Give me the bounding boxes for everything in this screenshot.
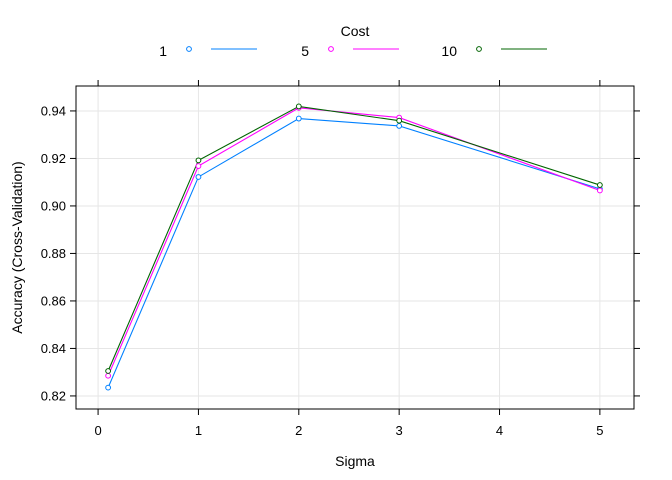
data-point-cost-10 xyxy=(295,103,302,110)
y-tick-label: 0.92 xyxy=(41,151,66,166)
data-point-cost-5 xyxy=(596,187,603,194)
y-tick-label: 0.84 xyxy=(41,341,66,356)
legend-title: Cost xyxy=(341,23,370,39)
data-point-cost-1 xyxy=(295,115,302,122)
grid xyxy=(76,86,634,409)
x-tick-label: 5 xyxy=(596,423,603,438)
data-point-cost-10 xyxy=(105,368,112,374)
data-point-cost-10 xyxy=(195,157,202,164)
legend-label-cost-5: 5 xyxy=(301,43,309,59)
data-point-cost-1 xyxy=(105,384,112,391)
data-point-cost-5 xyxy=(105,372,112,379)
legend-point-cost-5 xyxy=(328,46,334,52)
legend-point-cost-10 xyxy=(476,46,482,52)
data-point-cost-1 xyxy=(195,174,202,180)
series-line-cost-10 xyxy=(107,105,601,372)
data-point-cost-5 xyxy=(195,163,202,169)
legend: Cost 1 5 10 xyxy=(159,23,547,59)
x-tick-label: 2 xyxy=(295,423,302,438)
axis-ticks xyxy=(70,80,640,415)
x-tick-label: 3 xyxy=(396,423,403,438)
y-axis-label: Accuracy (Cross-Validation) xyxy=(9,161,25,333)
y-tick-label: 0.94 xyxy=(41,103,66,118)
series-points xyxy=(105,103,603,391)
data-point-cost-1 xyxy=(396,123,403,129)
series-lines xyxy=(107,105,601,388)
data-point-cost-10 xyxy=(596,182,603,188)
y-tick-label: 0.86 xyxy=(41,293,66,308)
legend-point-cost-1 xyxy=(186,46,192,52)
series-line-cost-5 xyxy=(107,107,601,376)
y-tick-label: 0.82 xyxy=(41,388,66,403)
legend-label-cost-10: 10 xyxy=(441,43,457,59)
axis-tick-labels: 0 1 2 3 4 5 0.82 0.84 0.86 0.88 0.90 0.92 0.94 xyxy=(41,103,604,438)
x-axis-label: Sigma xyxy=(335,453,375,469)
x-tick-label: 0 xyxy=(94,423,101,438)
x-tick-label: 4 xyxy=(496,423,503,438)
data-point-cost-10 xyxy=(396,117,403,124)
plot-frame xyxy=(75,85,635,410)
legend-label-cost-1: 1 xyxy=(159,43,167,59)
y-tick-label: 0.88 xyxy=(41,246,66,261)
y-tick-label: 0.90 xyxy=(41,198,66,213)
x-tick-label: 1 xyxy=(195,423,202,438)
